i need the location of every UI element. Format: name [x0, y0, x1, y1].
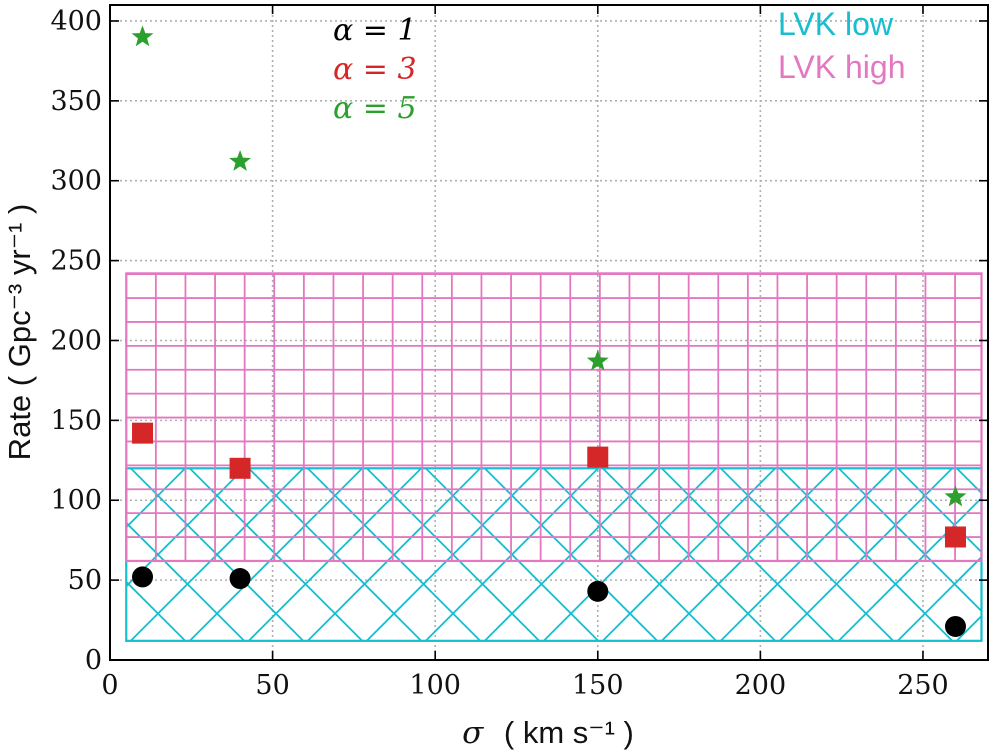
x-tick-label: 50 — [255, 670, 289, 701]
hatch-line — [126, 521, 245, 641]
band-lvk-high — [125, 272, 983, 563]
legend-alpha-5: α = 5 — [333, 91, 417, 126]
x-axis-units: ( km s⁻¹ ) — [504, 715, 634, 750]
x-tick-label: 250 — [897, 670, 949, 701]
band-outline — [125, 272, 983, 563]
y-tick-label: 250 — [50, 246, 102, 277]
hatch-line — [126, 580, 186, 641]
hatch-line — [838, 496, 982, 641]
band-lvk-low — [125, 467, 983, 642]
y-tick-label: 300 — [50, 166, 102, 197]
band-hatch — [126, 273, 982, 561]
hatch-line — [897, 468, 982, 554]
point-alpha-5 — [586, 349, 609, 371]
x-tick-label: 0 — [101, 670, 118, 701]
y-axis-label: Rate ( Gpc⁻³ yr⁻¹ ) — [2, 204, 37, 461]
y-tick-label: 150 — [50, 405, 102, 436]
hatch-line — [897, 555, 982, 641]
point-alpha-5 — [944, 485, 967, 507]
legend-lvk-low: LVK low — [778, 6, 894, 42]
hatch-line — [425, 468, 599, 641]
hatch-line — [838, 468, 982, 613]
point-alpha-1 — [587, 580, 609, 602]
hatch-line — [189, 468, 363, 641]
data-points — [131, 25, 967, 637]
point-alpha-5 — [229, 150, 252, 171]
y-tick-label: 50 — [68, 565, 102, 596]
axis-ticks: 0 50 100 150 200 250 0 50 100 150 200 250 300 350 400 — [50, 5, 988, 701]
x-tick-label: 150 — [572, 670, 624, 701]
point-alpha-1 — [229, 568, 251, 590]
x-axis-symbol: σ — [462, 715, 484, 751]
point-alpha-3 — [587, 446, 609, 468]
plot-frame — [109, 4, 989, 661]
band-outline — [125, 467, 983, 642]
y-tick-label: 400 — [50, 6, 102, 37]
band-hatch — [126, 468, 982, 641]
y-tick-label: 100 — [50, 485, 102, 516]
hatch-line — [366, 468, 540, 641]
point-alpha-5 — [131, 25, 154, 47]
hatch-line — [248, 468, 422, 641]
bands — [125, 272, 983, 642]
hatch-line — [307, 468, 481, 641]
point-alpha-1 — [944, 615, 966, 637]
x-axis-label: σ ( km s⁻¹ ) — [462, 715, 634, 751]
point-alpha-1 — [132, 566, 154, 588]
hatch-line — [130, 468, 304, 641]
point-alpha-3 — [132, 422, 154, 444]
x-tick-label: 200 — [735, 670, 787, 701]
y-tick-label: 0 — [85, 645, 102, 676]
legend-alpha-1: α = 1 — [333, 13, 417, 48]
legend-lvk-high: LVK high — [778, 49, 906, 85]
legend-alpha-3: α = 3 — [333, 52, 417, 87]
point-alpha-3 — [229, 457, 251, 479]
y-tick-label: 350 — [50, 86, 102, 117]
x-tick-label: 100 — [409, 670, 461, 701]
y-tick-label: 200 — [50, 325, 102, 356]
point-alpha-3 — [944, 526, 966, 548]
